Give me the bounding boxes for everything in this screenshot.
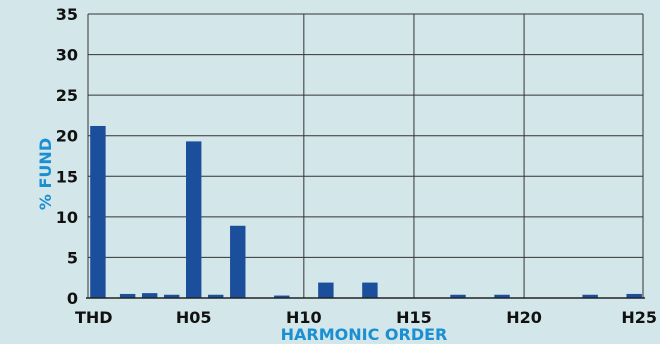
x-tick-label: H25 [621,308,657,327]
x-tick-label: H10 [286,308,322,327]
y-tick-label: 35 [56,5,78,24]
grid [87,13,644,299]
x-tick-labels: THD H05 H10 H15 H20 H25 [75,308,657,327]
y-tick-label: 15 [56,167,78,186]
y-tick-label: 30 [56,46,78,65]
bars [90,125,642,298]
y-tick-label: 5 [67,248,78,267]
bar-h05 [186,141,202,298]
bar-h09 [274,295,290,298]
bar-h13 [362,282,378,298]
bar-h11 [318,282,334,298]
x-tick-label: H15 [396,308,432,327]
bar-h02 [119,293,136,298]
bar-h23 [582,294,598,298]
bar-h25 [626,293,642,298]
y-tick-label: 20 [56,127,78,146]
bar-thd [90,125,106,298]
y-tick-label: 0 [67,289,78,308]
y-tick-label: 25 [56,86,78,105]
bar-h19 [494,294,510,298]
bar-h17 [450,294,466,298]
x-axis-title: HARMONIC ORDER [281,325,448,344]
x-tick-label: H05 [176,308,212,327]
y-axis-title: % FUND [36,138,55,210]
bar-h04 [163,294,180,298]
bar-h06 [208,294,224,298]
y-tick-label: 10 [56,208,78,227]
x-tick-label: H20 [506,308,542,327]
y-tick-labels: 0 5 10 15 20 25 30 35 [56,5,78,308]
bar-h03 [141,293,158,298]
bar-h07 [230,225,246,298]
x-tick-label: THD [75,308,113,327]
